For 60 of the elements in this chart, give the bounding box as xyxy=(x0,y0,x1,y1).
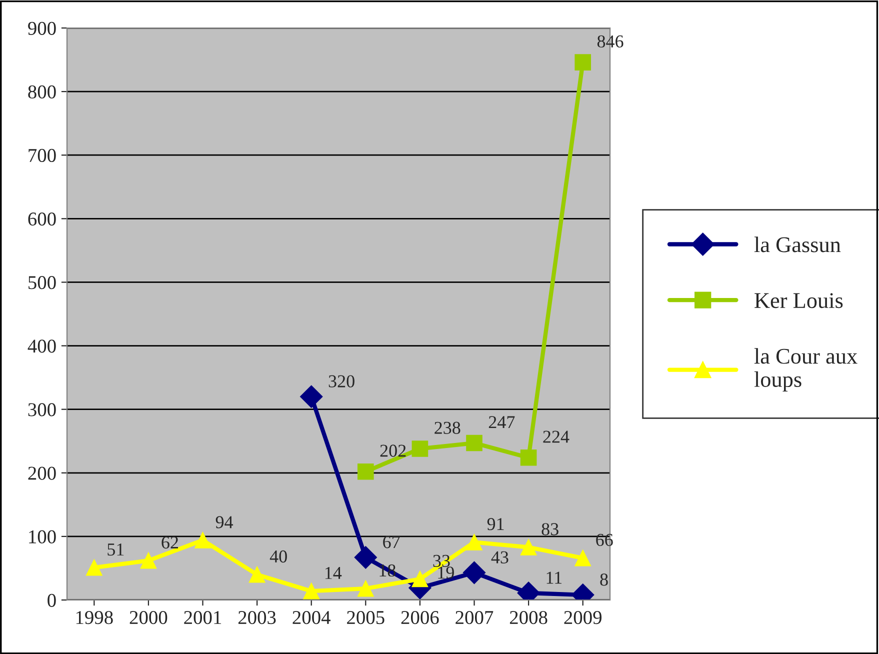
y-tick-label: 900 xyxy=(28,22,56,35)
data-label: 83 xyxy=(542,523,558,536)
data-label: 224 xyxy=(543,430,570,443)
data-label: 43 xyxy=(491,551,508,564)
y-tick-label: 700 xyxy=(28,148,56,162)
y-tick-label: 800 xyxy=(28,85,56,98)
data-label: 247 xyxy=(488,416,515,428)
point xyxy=(466,534,482,550)
point xyxy=(140,552,157,569)
data-label: 62 xyxy=(162,536,178,549)
y-tick-label: 500 xyxy=(28,276,56,290)
data-label: 14 xyxy=(325,567,342,579)
point xyxy=(412,440,428,457)
point xyxy=(354,546,377,569)
x-tick-label: 2005 xyxy=(347,610,384,624)
data-label: 846 xyxy=(597,35,624,48)
point xyxy=(357,580,374,597)
point xyxy=(520,539,537,556)
x-tick-label: 2004 xyxy=(292,610,330,624)
data-label: 11 xyxy=(546,572,562,584)
legend-label: Ker Louis xyxy=(754,293,843,308)
point xyxy=(194,532,211,548)
data-label: 67 xyxy=(383,536,400,548)
data-label: 19 xyxy=(438,566,454,579)
data-label: 320 xyxy=(328,375,354,388)
point xyxy=(520,449,537,466)
point xyxy=(462,561,486,584)
x-tick-label: 2009 xyxy=(564,610,602,624)
point xyxy=(303,582,320,600)
x-tick-label: 2000 xyxy=(130,610,168,624)
y-tick-label: 0 xyxy=(48,594,56,607)
data-label: 66 xyxy=(596,534,613,546)
point xyxy=(574,54,592,70)
data-label: 51 xyxy=(108,543,124,556)
y-tick-label: 600 xyxy=(28,212,56,226)
data-label: 202 xyxy=(380,444,406,457)
data-label: 40 xyxy=(270,550,287,563)
point xyxy=(357,463,374,480)
point xyxy=(86,559,102,576)
x-tick-label: 2008 xyxy=(510,610,548,624)
y-tick-label: 400 xyxy=(28,340,56,353)
legend-label: la Gassun xyxy=(754,236,841,252)
x-tick-label: 1998 xyxy=(76,610,113,624)
legend-label: la Cour aux loups xyxy=(754,348,858,392)
point xyxy=(574,550,592,566)
point xyxy=(248,566,266,583)
x-tick-label: 2006 xyxy=(401,610,439,624)
y-tick-label: 100 xyxy=(29,530,56,544)
x-tick-label: 2001 xyxy=(184,610,222,624)
x-tick-label: 2007 xyxy=(456,610,494,624)
x-tick-label: 2003 xyxy=(238,610,276,624)
data-label: 8 xyxy=(600,574,608,586)
data-label: 94 xyxy=(216,516,234,528)
point xyxy=(300,385,323,408)
data-label: 238 xyxy=(434,422,460,434)
y-tick-label: 300 xyxy=(28,403,56,416)
y-tick-label: 200 xyxy=(28,466,56,480)
point xyxy=(412,570,428,588)
point xyxy=(466,434,482,452)
data-label: 91 xyxy=(487,518,504,530)
